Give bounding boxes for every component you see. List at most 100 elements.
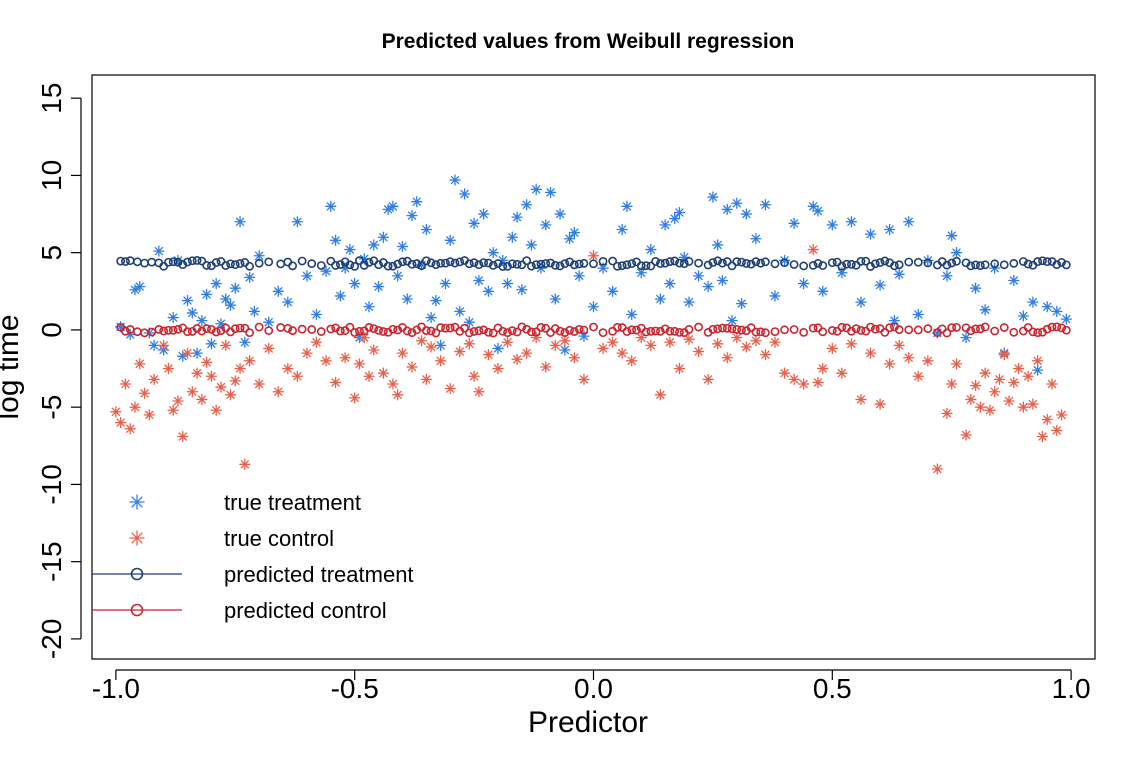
true-control-point [883,358,896,370]
predicted-treatment-point [479,258,489,268]
true-control-point [520,347,533,359]
true-control-point [597,342,609,355]
true-treatment-point [883,223,896,236]
predicted-treatment-point [808,260,818,270]
true-treatment-point [200,288,213,301]
true-control-point [740,341,752,353]
predicted-control-point [904,325,914,335]
predicted-control-point [216,326,226,336]
predicted-treatment-point [627,259,637,269]
true-control-point [974,401,987,413]
predicted-treatment-point [221,261,231,270]
true-control-point [229,375,241,387]
true-control-point [750,335,762,347]
predicted-treatment-point [894,260,904,270]
true-control-point [826,342,838,355]
predicted-control-point [431,328,441,338]
predicted-treatment-point [789,260,799,269]
predicted-treatment-point [608,256,618,266]
predicted-control-point [612,322,622,332]
true-treatment-point [177,350,189,362]
predicted-treatment-point [469,258,479,268]
predicted-treatment-point [737,257,746,267]
true-treatment-point [320,265,332,277]
predicted-treatment-point [732,257,742,267]
true-control-point [922,355,934,367]
true-control-point [349,392,361,404]
predicted-control-point [856,326,866,335]
predicted-treatment-point [431,260,441,269]
predicted-control-point [751,327,761,337]
predicted-treatment-point [541,259,551,268]
true-treatment-point [196,315,208,327]
predicted-control-point [708,324,718,334]
predicted-treatment-point [417,261,426,271]
true-control-point [162,362,175,375]
true-treatment-point [396,240,409,253]
predicted-control-point [345,322,355,332]
true-treatment-point [812,205,824,217]
true-control-point [234,362,246,375]
true-treatment-point [664,277,676,290]
predicted-control-point [369,324,379,334]
true-control-point [138,387,151,399]
true-control-point [501,336,514,348]
true-treatment-point [329,234,342,246]
y-tick-label: -5 [36,395,67,420]
legend-circle-icon [130,603,144,617]
true-control-point [817,362,829,375]
true-treatment-point [807,200,819,212]
true-control-point [435,355,447,367]
true-control-point [702,373,714,386]
true-control-point [864,347,877,359]
predicted-treatment-point [923,258,933,268]
predicted-treatment-point [980,260,990,270]
true-control-point [157,339,170,352]
predicted-treatment-point [952,256,961,266]
predicted-treatment-point [746,259,756,269]
legend-item-true-treatment: true treatment [129,490,361,515]
true-control-point [568,352,581,364]
predicted-treatment-point [164,257,173,267]
true-treatment-point [979,304,991,316]
predicted-treatment-point [741,259,751,268]
predicted-treatment-point [813,258,823,268]
true-control-point [425,341,437,353]
predicted-treatment-point [722,257,732,266]
predicted-control-point [641,327,651,337]
true-control-point [893,339,905,352]
true-control-point [191,367,203,379]
predicted-treatment-point [421,256,431,266]
predicted-treatment-point [345,260,355,270]
true-treatment-point [559,344,571,356]
true-control-point [998,348,1010,361]
predicted-control-point [722,323,732,333]
predicted-control-point [727,324,737,334]
predicted-treatment-point [684,257,694,266]
true-control-point [339,352,351,364]
true-control-point [473,386,485,398]
predicted-control-point [211,327,221,337]
predicted-control-point [837,322,847,332]
true-control-point [415,335,428,347]
predicted-control-point [694,322,703,332]
predicted-treatment-point [579,258,589,268]
true-control-point [692,345,705,358]
true-treatment-point [368,239,380,251]
true-treatment-point [473,274,485,287]
true-control-point [1055,409,1068,421]
true-treatment-point [520,199,533,211]
predicted-treatment-point [708,258,718,267]
predicted-treatment-point [245,261,255,271]
predicted-treatment-point [641,261,651,271]
true-treatment-point [1041,301,1053,313]
predicted-control-point [780,325,789,335]
predicted-treatment-point [636,261,646,271]
predicted-treatment-point [751,257,761,267]
true-treatment-point [573,270,585,282]
predicted-treatment-point [999,260,1009,270]
predicted-treatment-point [617,261,627,271]
predicted-control-point [732,325,742,334]
